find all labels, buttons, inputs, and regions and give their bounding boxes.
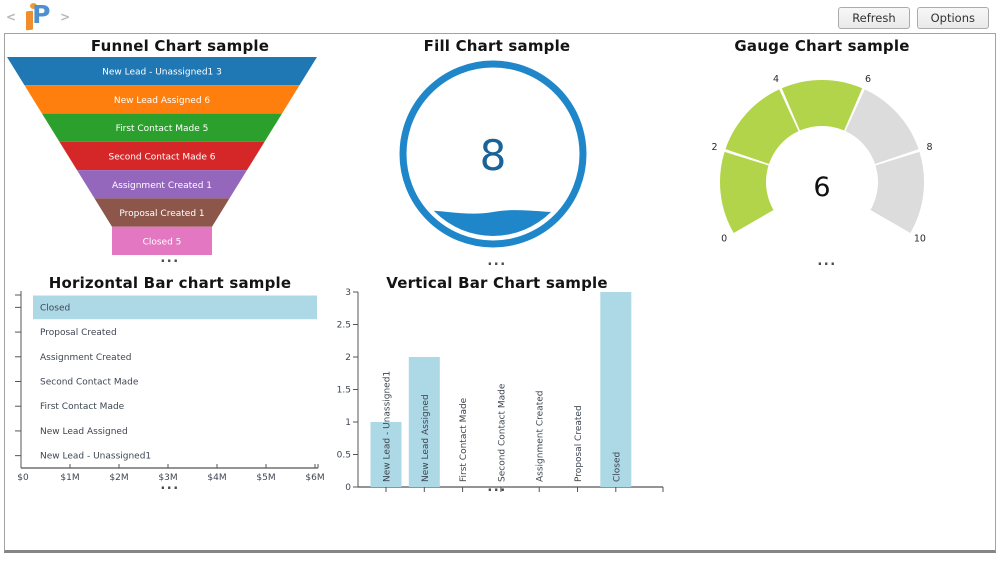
fill-chart-ring <box>399 60 587 248</box>
horizontal-bar-chart: Closed Proposal Created Assignment Created… <box>15 291 325 483</box>
horizontal-bar-more-dots[interactable]: ... <box>160 478 180 493</box>
gauge-segment[interactable] <box>725 89 799 164</box>
vbar-y-tick-label: 1.5 <box>337 386 351 396</box>
gauge-tick-label: 2 <box>712 142 718 153</box>
logo-mark: P <box>22 0 54 32</box>
fill-chart-liquid <box>411 210 575 236</box>
funnel-segment-label: Closed 5 <box>143 237 182 247</box>
funnel-segment[interactable] <box>94 198 230 227</box>
hbar-x-tick-label: $0 <box>17 473 29 483</box>
funnel-segment-label: New Lead Assigned 6 <box>114 96 211 106</box>
vbar-bar[interactable] <box>370 422 402 487</box>
vbar-bar[interactable] <box>600 292 632 487</box>
gauge-chart: 0 2 4 6 8 10 6 <box>712 74 933 245</box>
gauge-more-dots[interactable]: ... <box>817 254 837 269</box>
gauge-segment[interactable] <box>870 151 924 233</box>
vbar-category-label: First Contact Made <box>459 397 469 482</box>
hbar-x-tick-label: $1M <box>60 473 79 483</box>
vbar-y-tick-label: 2.5 <box>337 321 351 331</box>
gauge-segment[interactable] <box>845 89 919 164</box>
hbar-x-tick-label: $4M <box>207 473 226 483</box>
refresh-button[interactable]: Refresh <box>838 7 910 29</box>
fill-chart: 8 <box>399 60 587 248</box>
funnel-segment-label: Second Contact Made 6 <box>109 153 216 163</box>
funnel-more-dots[interactable]: ... <box>160 251 180 266</box>
vbar-y-tick-label: 0 <box>345 483 351 493</box>
nav-forward-chevron-icon[interactable]: > <box>60 10 71 24</box>
funnel-segment[interactable] <box>42 113 282 142</box>
dashboard-panel: Funnel Chart sample New Lead - Unassigne… <box>4 33 996 553</box>
hbar-category-label: New Lead Assigned <box>40 427 128 437</box>
hbar-x-tick-label: $6M <box>305 473 324 483</box>
fill-chart-value: 8 <box>480 131 507 180</box>
hbar-category-label: Closed <box>40 303 70 313</box>
funnel-segment-label: Assignment Created 1 <box>112 181 212 191</box>
hbar-category-label: Proposal Created <box>40 328 117 338</box>
vbar-y-tick-label: 1 <box>345 418 351 428</box>
gauge-tick-label: 0 <box>721 234 727 245</box>
funnel-segment[interactable] <box>24 85 300 114</box>
funnel-segment[interactable] <box>59 141 265 171</box>
app-header: < P > Refresh Options <box>0 0 1000 33</box>
vbar-category-label: Proposal Created <box>574 405 584 482</box>
gauge-chart-title: Gauge Chart sample <box>734 37 910 55</box>
hbar-x-tick-label: $2M <box>109 473 128 483</box>
gauge-tick-label: 6 <box>865 74 871 85</box>
nav-back-chevron-icon[interactable]: < <box>6 10 17 24</box>
hbar-bar[interactable] <box>33 295 317 320</box>
gauge-segment[interactable] <box>781 80 863 131</box>
vbar-category-label: New Lead Assigned <box>421 394 431 482</box>
gauge-value: 6 <box>813 172 830 203</box>
funnel-segment-label: New Lead - Unassigned1 3 <box>102 68 222 78</box>
hbar-category-label: First Contact Made <box>40 402 125 412</box>
vbar-y-tick-label: 0.5 <box>337 451 351 461</box>
vbar-y-tick-label: 2 <box>345 353 351 363</box>
funnel-segment-label: First Contact Made 5 <box>116 124 209 134</box>
horizontal-bar-chart-title: Horizontal Bar chart sample <box>48 274 292 292</box>
vbar-category-label: Assignment Created <box>536 391 546 482</box>
funnel-chart: New Lead - Unassigned1 3 New Lead Assigne… <box>7 57 317 255</box>
funnel-segment[interactable] <box>7 57 317 86</box>
gauge-segment[interactable] <box>720 151 774 233</box>
gauge-tick-label: 4 <box>773 74 779 85</box>
vbar-category-label: New Lead - Unassigned1 <box>383 371 393 482</box>
logo-dot-icon <box>30 3 38 9</box>
vertical-bar-chart-title: Vertical Bar Chart sample <box>386 274 608 292</box>
vertical-bar-more-dots[interactable]: ... <box>487 480 507 495</box>
vbar-y-tick-label: 3 <box>345 288 351 298</box>
header-buttons: Refresh Options <box>838 7 989 29</box>
options-button[interactable]: Options <box>916 7 989 29</box>
funnel-segment-label: Proposal Created 1 <box>119 209 204 219</box>
vbar-category-label: Second Contact Made <box>497 383 507 482</box>
vbar-category-label: Closed <box>612 452 622 482</box>
app-logo: < P > <box>6 0 71 32</box>
hbar-category-label: Assignment Created <box>40 353 131 363</box>
vertical-bar-chart: 0 0.5 1 1.5 2 2.5 3 New Lead - Unassigned1 New L… <box>337 288 664 493</box>
gauge-tick-label: 10 <box>914 234 926 245</box>
logo-letter: P <box>32 0 51 29</box>
hbar-x-tick-label: $3M <box>158 473 177 483</box>
fill-chart-title: Fill Chart sample <box>423 37 571 55</box>
funnel-segment[interactable] <box>112 226 212 255</box>
hbar-category-label: Second Contact Made <box>40 378 139 388</box>
gauge-tick-label: 8 <box>926 142 932 153</box>
hbar-category-label: New Lead - Unassigned1 <box>40 452 151 462</box>
funnel-segment[interactable] <box>77 170 247 199</box>
fill-more-dots[interactable]: ... <box>487 254 507 269</box>
vbar-bar[interactable] <box>408 357 440 487</box>
hbar-x-tick-label: $5M <box>256 473 275 483</box>
funnel-chart-title: Funnel Chart sample <box>90 37 270 55</box>
